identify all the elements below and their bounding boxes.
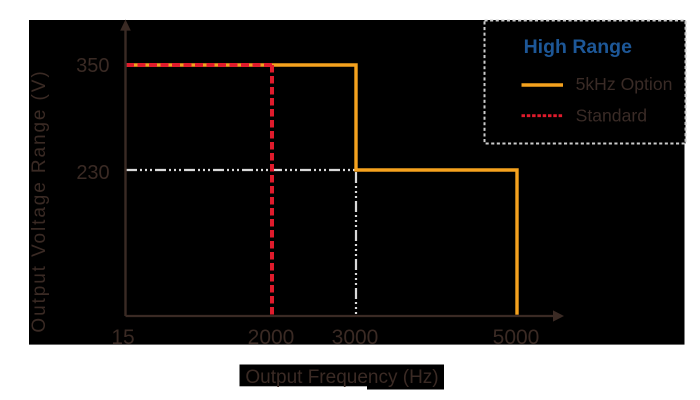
svg-text:5000: 5000 [493, 326, 540, 349]
svg-text:3000: 3000 [332, 326, 379, 349]
svg-text:2000: 2000 [248, 326, 295, 349]
svg-text:High Range: High Range [524, 36, 632, 58]
svg-text:Output Frequency (Hz): Output Frequency (Hz) [245, 367, 438, 388]
svg-text:350: 350 [76, 55, 109, 77]
svg-text:230: 230 [76, 162, 109, 184]
svg-text:Output Voltage Range (V): Output Voltage Range (V) [29, 69, 50, 332]
svg-text:5kHz Option: 5kHz Option [576, 74, 673, 94]
svg-text:Standard: Standard [576, 106, 647, 126]
svg-text:15: 15 [111, 326, 134, 349]
